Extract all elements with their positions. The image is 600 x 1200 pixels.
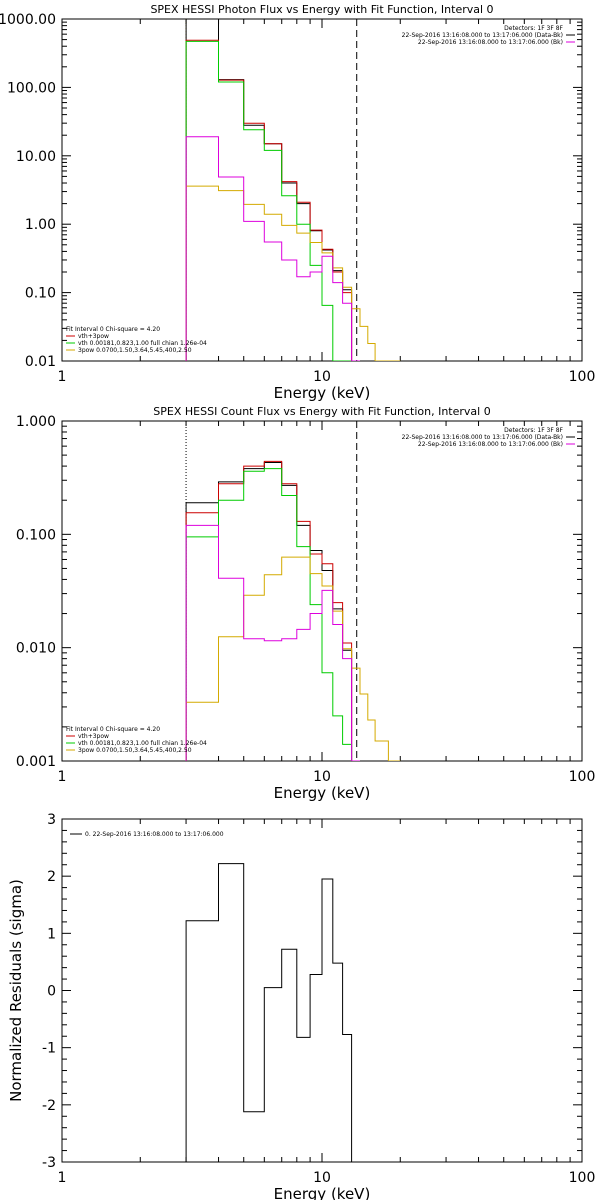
y-tick-label: 0 [47,984,56,1000]
series-line-2 [185,468,353,761]
y-tick-label: 0.01 [25,354,56,370]
legend-entry-top-right: Detectors: 1F 3F 8F [504,427,563,434]
legend-entry-bottom-left: 3pow 0.0700,1.50,3.64,5.45,400,2.50 [78,347,192,354]
x-tick-label: 100 [569,1170,596,1186]
legend-entry-bottom-left: Fit Interval 0 Chi-square = 4.20 [66,326,160,333]
x-tick-label: 10 [313,369,331,385]
chart-panel-2: 1 10 100 -3 -2 -1 0 1 2 3 Energy (keV) Normalized R… [7,812,595,1200]
series-line-4 [185,524,360,761]
y-tick-label: 1.00 [25,217,56,233]
legend-entry-top-right: Detectors: 1F 3F 8F [504,25,563,32]
plot-frame [61,18,583,362]
y-tick-label: 1000.00 [0,12,56,28]
series-line-3 [185,185,401,361]
chart-panel-0: SPEX HESSI Photon Flux vs Energy with Fi… [0,3,595,402]
x-tick-label: 100 [569,369,596,385]
y-tick-label: 1 [47,926,56,942]
x-axis-label: Energy (keV) [274,784,371,802]
legend-entry-top-right: 22-Sep-2016 13:16:08.000 to 13:17:06.000… [418,39,563,46]
y-tick-label: 0.001 [16,754,56,770]
series-line-0 [185,462,353,761]
legend-entry-bottom-left: vth 0.00181,0.823,1.00 full chian 1.26e-… [78,740,207,747]
series-line-0 [185,19,353,361]
x-tick-label: 1 [58,369,67,385]
series-line-2 [185,40,352,361]
series-line-1 [185,39,353,361]
legend-entry-bottom-left: vth+3pow [78,333,109,340]
series-line-3 [185,556,401,761]
plot-frame [61,818,583,1163]
y-tick-label: 0.010 [16,641,56,657]
chart-title: SPEX HESSI Photon Flux vs Energy with Fi… [150,3,493,16]
y-tick-label: 100.00 [7,80,56,96]
series-line-1 [185,460,353,761]
x-axis-label: Energy (keV) [274,384,371,402]
x-tick-label: 1 [58,769,67,785]
x-tick-label: 10 [313,769,331,785]
legend-entry-top-right: 22-Sep-2016 13:16:08.000 to 13:17:06.000… [402,434,563,441]
y-tick-label: -3 [42,1155,56,1171]
y-tick-label: 3 [47,812,56,828]
legend-entry-top-left: 0. 22-Sep-2016 13:16:08.000 to 13:17:06.… [85,831,224,838]
y-tick-label: 10.00 [16,149,56,165]
series-line-4 [185,136,360,361]
y-tick-label: 0.100 [16,527,56,543]
y-axis-label: Normalized Residuals (sigma) [7,879,25,1102]
chart-title: SPEX HESSI Count Flux vs Energy with Fit… [153,405,490,418]
y-tick-label: -2 [42,1098,56,1114]
y-tick-label: 2 [47,869,56,885]
x-axis-label: Energy (keV) [274,1185,371,1200]
legend-entry-top-right: 22-Sep-2016 13:16:08.000 to 13:17:06.000… [402,32,563,39]
x-tick-label: 100 [569,769,596,785]
chart-panel-1: SPEX HESSI Count Flux vs Energy with Fit… [16,405,595,802]
series-line-0 [185,863,353,1162]
legend-entry-top-right: 22-Sep-2016 13:16:08.000 to 13:17:06.000… [418,441,563,448]
legend-entry-bottom-left: Fit Interval 0 Chi-square = 4.20 [66,726,160,733]
y-tick-label: 0.10 [25,286,56,302]
y-tick-label: -1 [42,1041,56,1057]
legend-entry-bottom-left: vth 0.00181,0.823,1.00 full chian 1.26e-… [78,340,207,347]
x-tick-label: 1 [58,1170,67,1186]
legend-entry-bottom-left: vth+3pow [78,733,109,740]
x-tick-label: 10 [313,1170,331,1186]
y-tick-label: 1.000 [16,414,56,430]
legend-entry-bottom-left: 3pow 0.0700,1.50,3.64,5.45,400,2.50 [78,747,192,754]
